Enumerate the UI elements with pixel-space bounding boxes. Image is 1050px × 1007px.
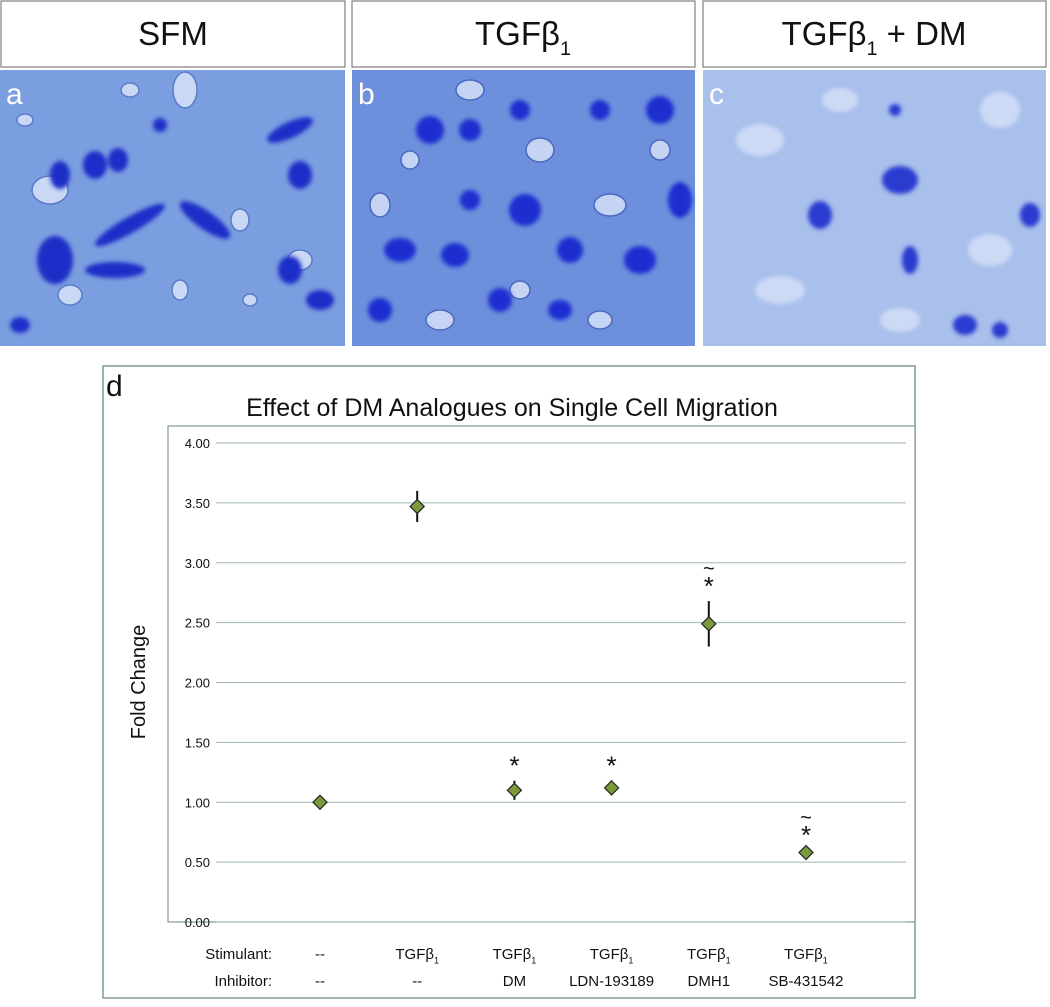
y-tick-label: 0.50 [185, 855, 210, 870]
label-text: TGFβ [395, 946, 434, 963]
label-subscript: 1 [531, 956, 536, 966]
label-subscript: 1 [726, 956, 731, 966]
y-tick-label: 4.00 [185, 436, 210, 451]
data-point [312, 794, 328, 811]
panel-header: TGFβ1 [475, 15, 571, 60]
label-text: TGFβ [782, 15, 867, 52]
stimulant-label: TGFβ1 [687, 946, 731, 966]
data-point [603, 780, 620, 796]
plot-frame [167, 425, 916, 923]
micrograph-c: c [703, 70, 1046, 346]
label-suffix: + DM [878, 15, 967, 52]
stimulant-label: TGFβ1 [784, 946, 828, 966]
stimulant-label: TGFβ1 [493, 946, 537, 966]
label-text: -- [315, 946, 325, 963]
y-tick-label: 0.00 [185, 915, 210, 930]
significance-tilde: ~ [800, 807, 812, 829]
inhibitor-label: DM [503, 973, 526, 990]
label-text: LDN-193189 [569, 973, 654, 990]
label-text: DMH1 [688, 973, 731, 990]
inhibitor-label: DMH1 [688, 973, 731, 990]
label-text: -- [412, 973, 422, 990]
label-text: TGFβ [784, 946, 823, 963]
micrograph-a: a [0, 70, 345, 346]
label-subscript: 1 [867, 38, 878, 60]
significance-star: * [509, 751, 519, 781]
y-tick-label: 3.50 [185, 496, 210, 511]
stimulant-label: -- [315, 946, 325, 963]
y-axis-title: Fold Change [128, 625, 150, 740]
label-subscript: 1 [823, 956, 828, 966]
significance-star: * [607, 751, 617, 781]
label-text: DM [503, 973, 526, 990]
significance-star: * [801, 820, 811, 850]
header-box [351, 0, 696, 68]
label-subscript: 1 [628, 956, 633, 966]
y-tick-label: 3.00 [185, 556, 210, 571]
inhibitor-label: SB-431542 [768, 973, 843, 990]
label-text: SB-431542 [768, 973, 843, 990]
panel-letter: d [106, 370, 123, 403]
y-tick-label: 2.00 [185, 676, 210, 691]
header-box [702, 0, 1047, 68]
label-text: TGFβ [590, 946, 629, 963]
data-point [798, 844, 814, 861]
data-point [700, 615, 717, 632]
row-label: Inhibitor: [214, 973, 272, 990]
label-text: TGFβ [687, 946, 726, 963]
inhibitor-label: LDN-193189 [569, 973, 654, 990]
panel-letter: b [358, 78, 375, 111]
y-tick-label: 1.50 [185, 735, 210, 750]
chart-title: Effect of DM Analogues on Single Cell Mi… [246, 394, 778, 422]
header-box [0, 0, 346, 68]
micrograph-b: b [352, 70, 695, 346]
panel-letter: c [709, 78, 724, 111]
label-subscript: 1 [434, 956, 439, 966]
y-tick-label: 1.00 [185, 795, 210, 810]
data-point [506, 782, 523, 799]
stimulant-label: TGFβ1 [590, 946, 634, 966]
label-text: TGFβ [493, 946, 532, 963]
label-text: TGFβ [475, 15, 560, 52]
significance-tilde: ~ [703, 558, 715, 580]
inhibitor-label: -- [412, 973, 422, 990]
label-text: -- [315, 973, 325, 990]
label-text: SFM [138, 15, 208, 52]
data-point [409, 498, 426, 515]
row-label: Stimulant: [205, 946, 272, 963]
stimulant-label: TGFβ1 [395, 946, 439, 966]
inhibitor-label: -- [315, 973, 325, 990]
significance-star: * [704, 571, 714, 601]
label-subscript: 1 [560, 38, 571, 60]
panel-header: SFM [138, 15, 208, 52]
y-tick-label: 2.50 [185, 616, 210, 631]
panel-letter: a [6, 78, 23, 111]
panel-header: TGFβ1 + DM [782, 15, 967, 60]
